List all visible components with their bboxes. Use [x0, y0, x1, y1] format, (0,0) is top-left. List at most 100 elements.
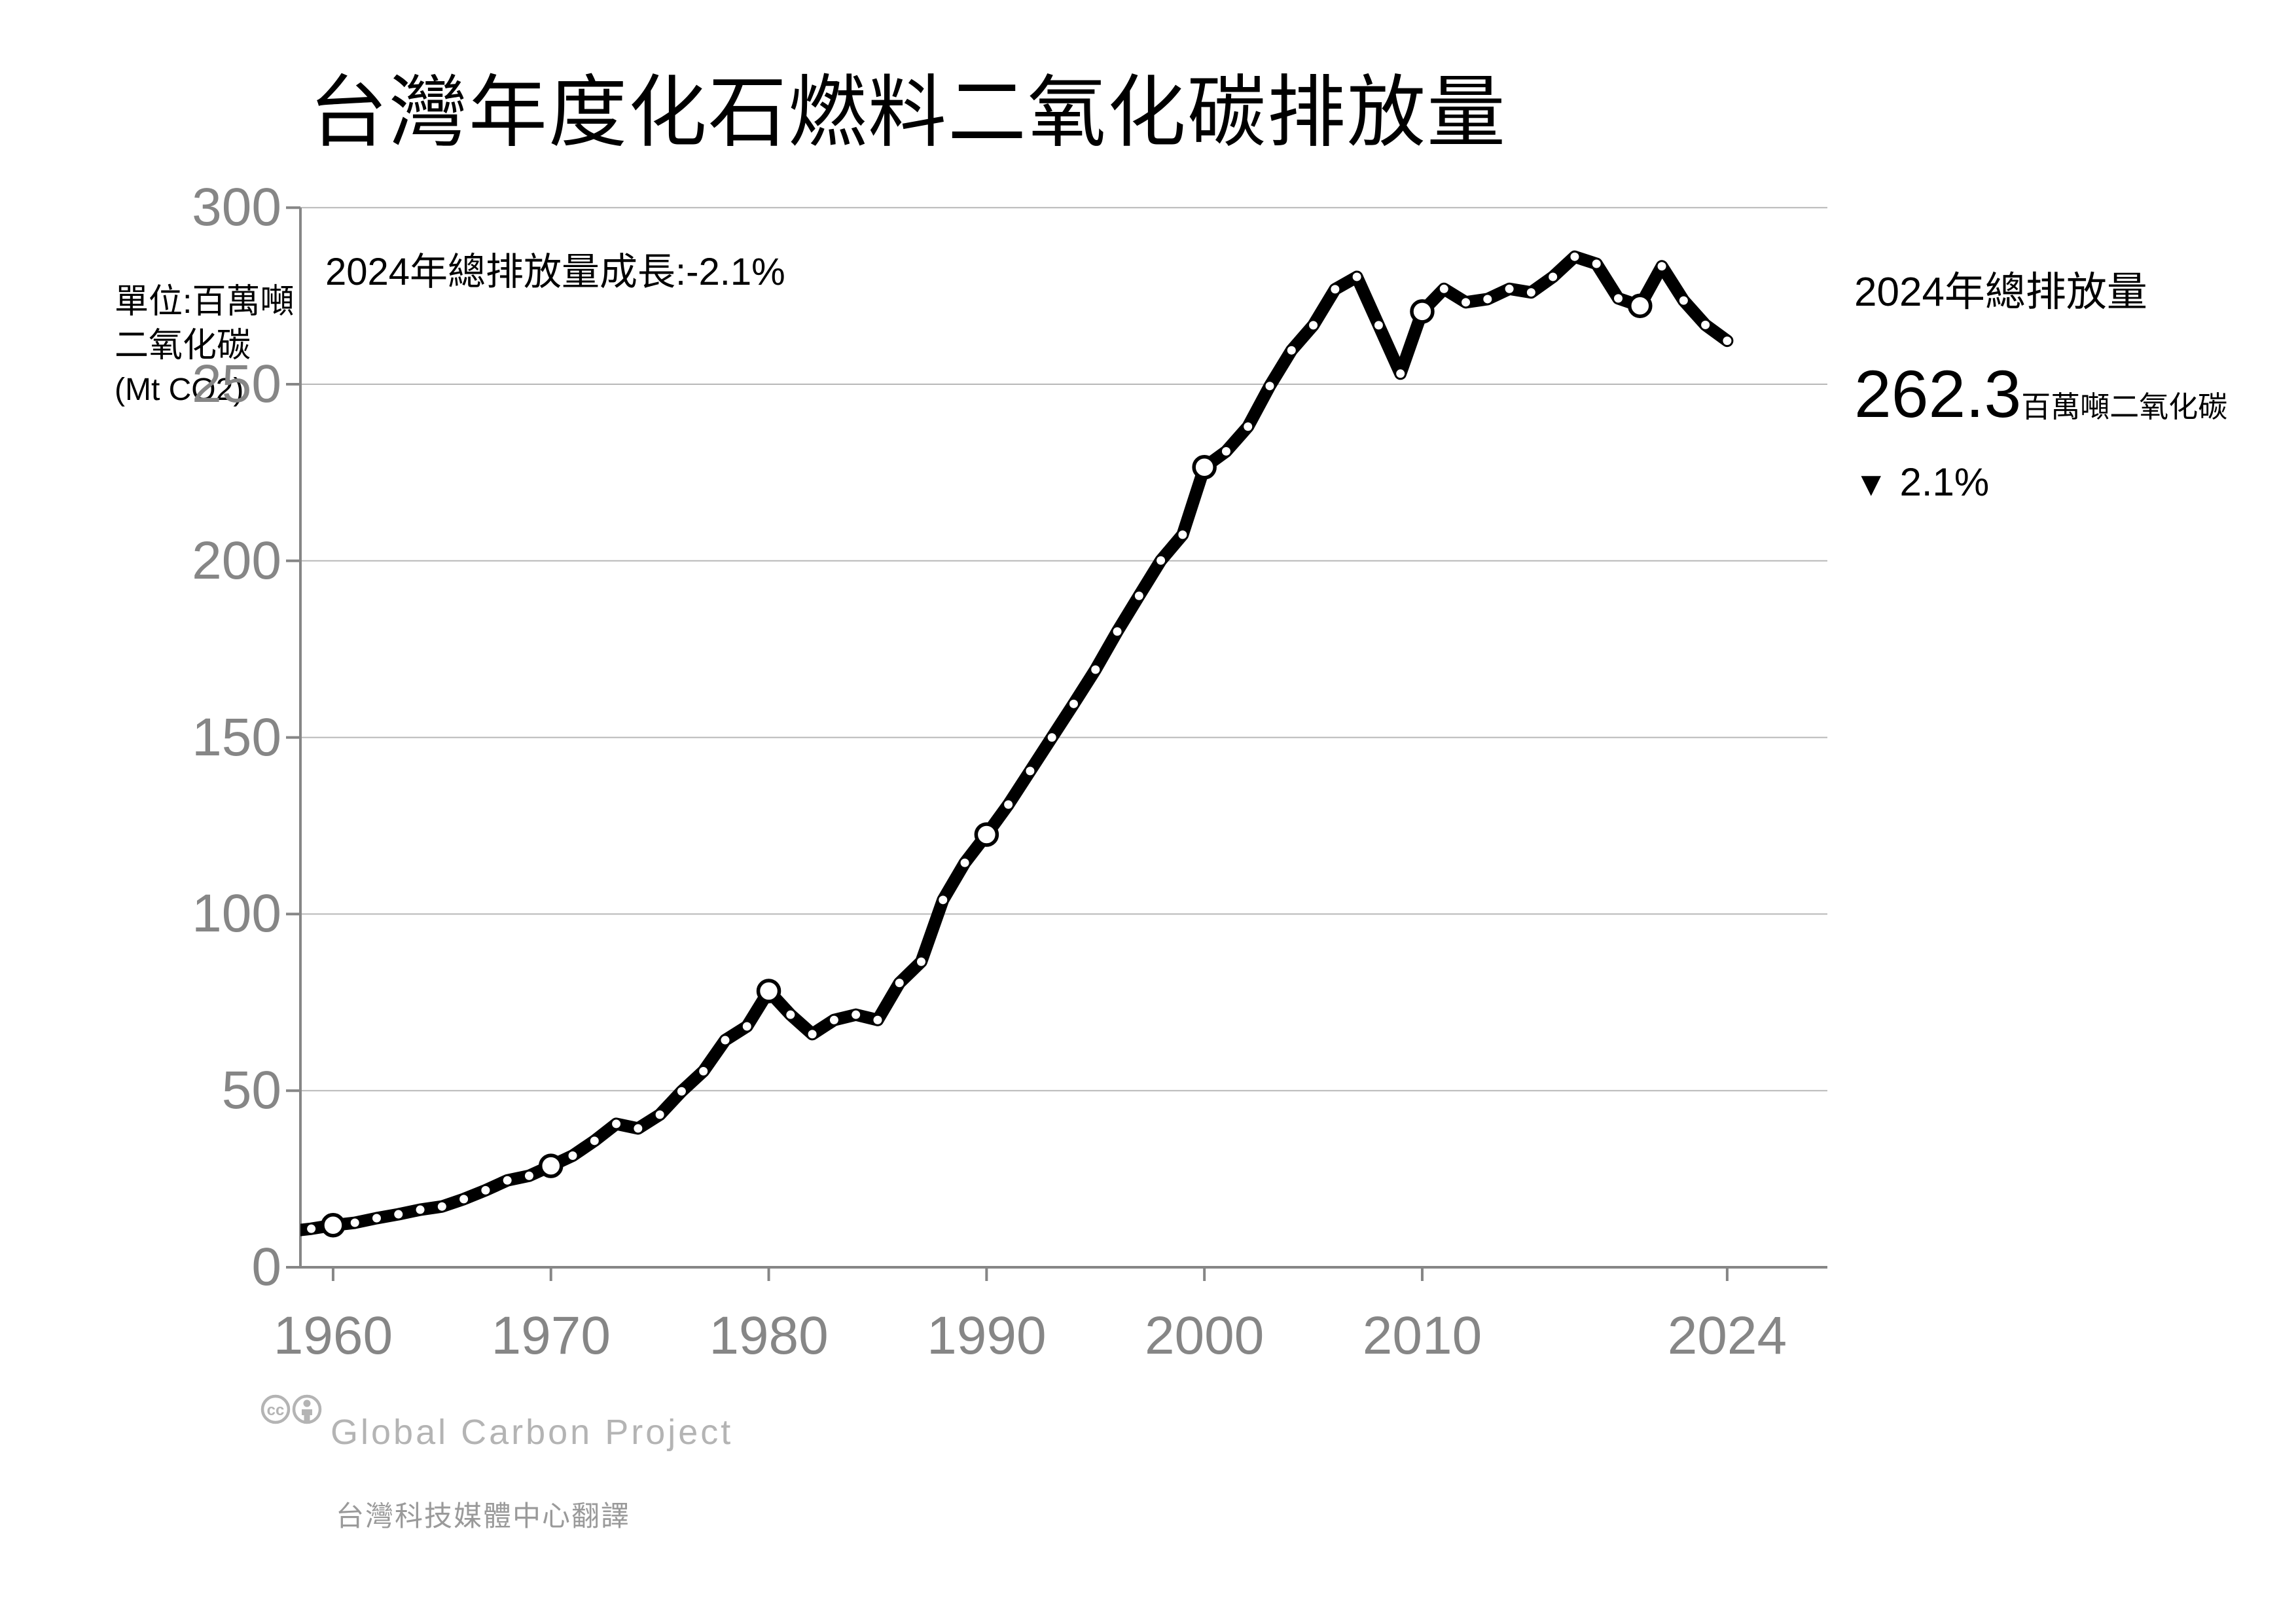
summary-value-row: 262.3百萬噸二氧化碳	[1854, 360, 2273, 428]
year-dot-1985	[873, 1015, 882, 1024]
translation-credit: 台灣科技媒體中心翻譯	[336, 1501, 630, 1532]
year-dot-1997	[1134, 591, 1143, 600]
x-tick-label-2000: 2000	[1144, 1306, 1265, 1365]
y-axis-unit-label: 單位:百萬噸 二氧化碳 (Mt CO2)	[115, 280, 311, 412]
svg-text:cc: cc	[267, 1401, 285, 1419]
year-dot-2024	[1723, 336, 1732, 346]
year-dot-2017	[1570, 252, 1579, 261]
attribution-person-icon	[292, 1394, 322, 1424]
growth-annotation: 2024年總排放量成長:-2.1%	[325, 251, 785, 293]
decade-marker-1970	[538, 1153, 564, 1178]
year-dot-1974	[634, 1124, 643, 1133]
decade-marker-1990	[974, 822, 999, 847]
year-dot-1979	[742, 1022, 751, 1031]
unit-label-line2: 二氧化碳	[115, 327, 251, 365]
year-dot-1977	[699, 1067, 708, 1076]
decade-marker-2000	[1192, 455, 1217, 480]
year-dot-1992	[1026, 767, 1035, 776]
year-dot-2016	[1549, 272, 1558, 281]
year-dot-2021	[1657, 262, 1666, 271]
year-dot-1981	[786, 1010, 795, 1019]
unit-label-line3: (Mt CO2)	[115, 372, 244, 407]
x-tick-label-1970: 1970	[491, 1306, 611, 1365]
year-dot-1983	[829, 1015, 838, 1024]
year-dot-1962	[372, 1214, 381, 1223]
year-dot-2008	[1374, 321, 1383, 330]
year-dot-1968	[503, 1176, 512, 1185]
year-dot-1972	[590, 1136, 599, 1146]
x-tick-label-1980: 1980	[709, 1306, 829, 1365]
summary-heading: 2024年總排放量	[1854, 270, 2147, 315]
year-dot-1966	[459, 1195, 469, 1204]
unit-label-line1: 單位:百萬噸	[115, 283, 295, 321]
year-dot-1975	[655, 1110, 664, 1119]
year-dot-1971	[568, 1151, 577, 1160]
year-dot-2014	[1505, 284, 1514, 293]
year-dot-1986	[895, 979, 904, 988]
summary-value-unit: 百萬噸二氧化碳	[2021, 390, 2228, 424]
summary-delta-row: ▼2.1%	[1854, 460, 2273, 505]
year-dot-1999	[1178, 530, 1187, 539]
year-dot-1973	[612, 1119, 621, 1128]
triangle-down-icon: ▼	[1854, 465, 1900, 503]
year-dot-1976	[677, 1087, 686, 1096]
year-dot-1961	[350, 1218, 359, 1227]
source-credit: Global Carbon Project	[331, 1413, 734, 1452]
year-dot-2023	[1701, 320, 1710, 329]
year-dot-1995	[1091, 665, 1100, 674]
year-dot-2002	[1244, 422, 1253, 431]
year-dot-1989	[960, 858, 969, 867]
year-dot-2019	[1614, 294, 1623, 303]
page-title: 台灣年度化石燃料二氧化碳排放量	[309, 69, 1507, 156]
year-dot-1959	[307, 1224, 316, 1233]
y-tick-label-300: 300	[192, 177, 281, 238]
year-dot-1994	[1069, 699, 1078, 708]
year-dot-1969	[524, 1171, 533, 1180]
year-dot-2006	[1331, 285, 1340, 294]
year-dot-2007	[1352, 272, 1361, 281]
year-dot-2004	[1287, 346, 1296, 355]
year-dot-2013	[1483, 295, 1492, 304]
x-tick-label-1960: 1960	[273, 1306, 393, 1365]
year-dot-1987	[917, 957, 926, 966]
cc-icon: cc	[260, 1394, 291, 1424]
x-tick-label-2024: 2024	[1667, 1306, 1787, 1365]
summary-delta-text: 2.1%	[1899, 460, 1990, 504]
y-tick-label-150: 150	[192, 707, 281, 767]
decade-marker-2020	[1628, 293, 1653, 318]
x-tick-label-2010: 2010	[1362, 1306, 1482, 1365]
y-tick-label-0: 0	[251, 1237, 281, 1297]
year-dot-1965	[437, 1202, 446, 1211]
y-tick-label-100: 100	[192, 884, 281, 944]
x-tick-label-1990: 1990	[927, 1306, 1047, 1365]
summary-panel: 2024年總排放量 262.3百萬噸二氧化碳 ▼2.1%	[1854, 270, 2273, 505]
year-dot-2015	[1526, 288, 1535, 297]
emissions-line	[300, 250, 1734, 1236]
summary-value: 262.3	[1854, 357, 2022, 431]
year-dot-1958	[285, 1227, 294, 1235]
decade-marker-1980	[756, 979, 781, 1003]
year-dot-1998	[1157, 556, 1166, 565]
year-dot-2005	[1309, 321, 1318, 330]
year-dot-1978	[721, 1036, 730, 1045]
year-dot-1996	[1113, 627, 1122, 636]
y-tick-label-200: 200	[192, 530, 281, 590]
year-dot-2009	[1396, 369, 1405, 378]
y-tick-label-50: 50	[221, 1060, 281, 1121]
decade-marker-2010	[1410, 299, 1435, 324]
license-icons: cc	[260, 1394, 322, 1424]
year-dot-1982	[808, 1030, 817, 1039]
year-dot-1993	[1047, 733, 1056, 742]
y-tick-label-250: 250	[192, 354, 281, 414]
year-dot-2011	[1439, 284, 1448, 293]
year-dot-1964	[416, 1205, 425, 1214]
year-dot-2022	[1679, 296, 1688, 305]
year-dot-2001	[1221, 447, 1230, 456]
year-dot-1967	[481, 1185, 490, 1195]
year-dot-2012	[1462, 298, 1471, 307]
year-dot-1991	[1004, 800, 1013, 809]
year-dot-1984	[852, 1010, 861, 1019]
year-dot-2003	[1265, 382, 1274, 391]
